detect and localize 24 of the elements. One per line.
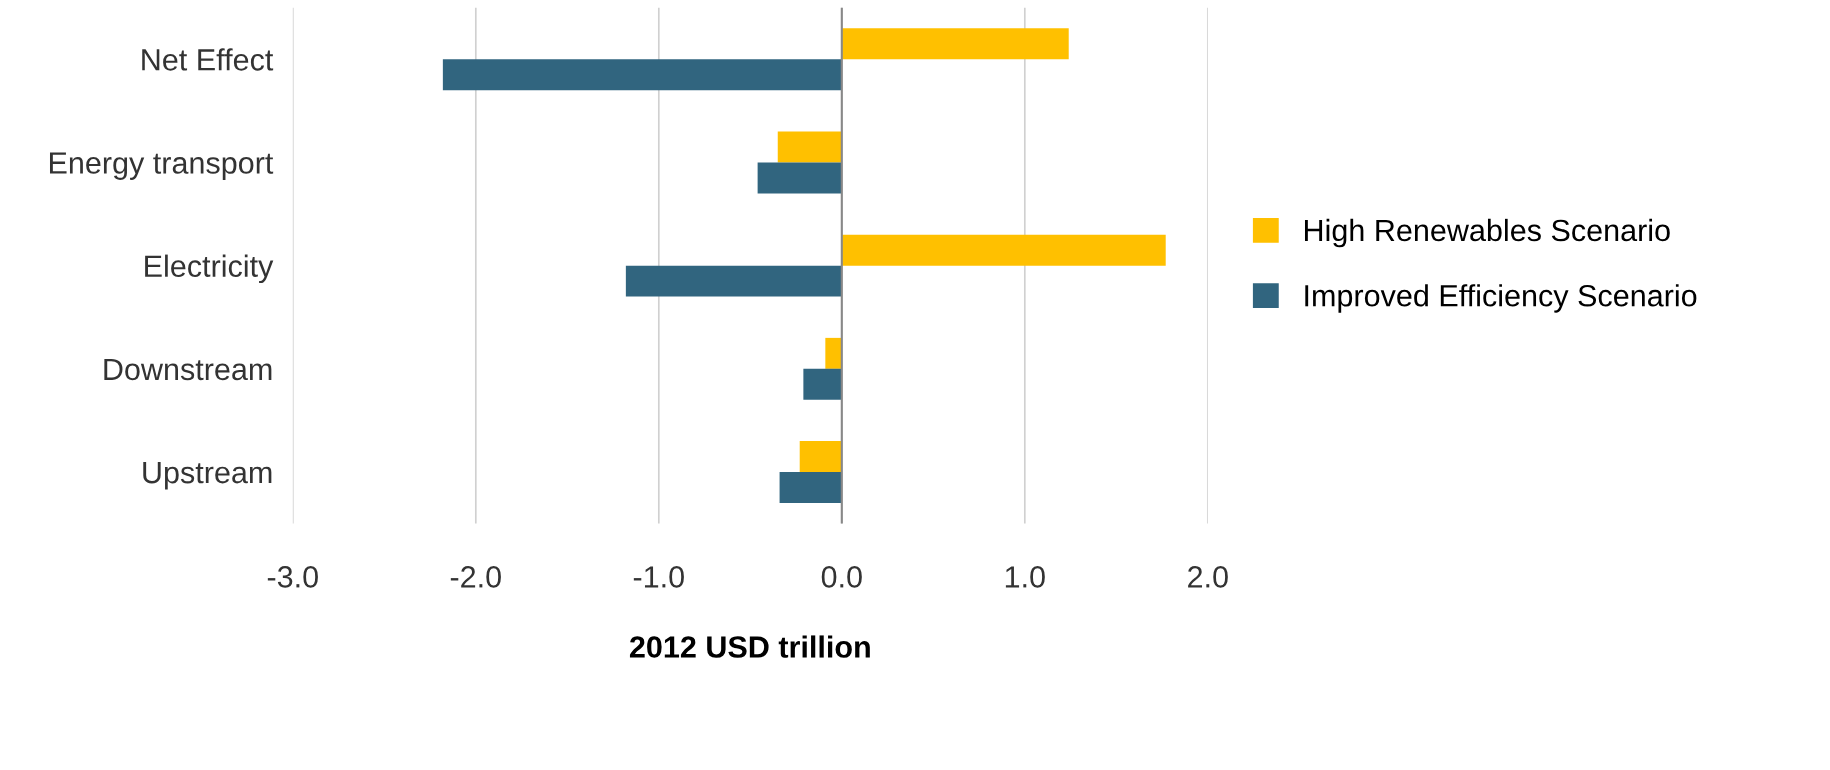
legend-label: Improved Efficiency Scenario: [1305, 284, 1697, 313]
x-axis-title: 2012 USD trillion: [629, 635, 870, 658]
bar: [779, 472, 842, 503]
bar: [442, 59, 842, 91]
y-tick-label: Electricity: [145, 254, 274, 284]
legend-label: High Renewables Scenario: [1305, 218, 1670, 248]
bar: [777, 131, 842, 163]
y-tick-label: Upstream: [143, 462, 272, 490]
bar: [799, 441, 842, 473]
y-tick-label: Energy transport: [49, 152, 274, 180]
bar: [757, 162, 842, 194]
x-tick-label: -1.0: [633, 566, 684, 588]
bar: [841, 234, 1166, 266]
x-tick-label: 2.0: [1188, 566, 1228, 588]
bar: [625, 265, 842, 297]
x-tick-label: 1.0: [1005, 566, 1045, 588]
bar: [825, 337, 842, 369]
x-tick-label: 0.0: [821, 566, 862, 588]
bar: [803, 368, 842, 400]
bar: [841, 28, 1069, 60]
y-tick-label: Net Effect: [142, 48, 274, 71]
y-tick-label: Downstream: [104, 358, 272, 381]
x-tick-label: -3.0: [267, 566, 318, 588]
x-tick-label: -2.0: [450, 566, 501, 588]
